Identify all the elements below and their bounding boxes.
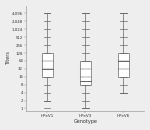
X-axis label: Genotype: Genotype (74, 119, 97, 124)
Bar (80, 61, 91, 85)
Y-axis label: Titers: Titers (6, 51, 10, 65)
Bar (118, 53, 129, 77)
Bar (42, 53, 53, 77)
